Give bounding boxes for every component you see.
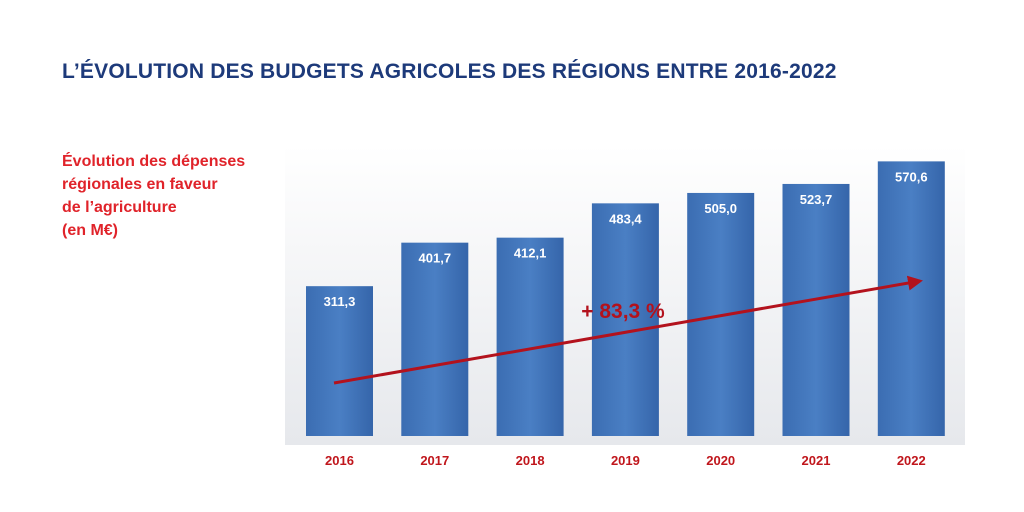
bar-value-label: 505,0	[704, 201, 737, 216]
bar-2016	[306, 286, 373, 436]
chart-caption: Évolution des dépenses régionales en fav…	[62, 150, 292, 242]
bar-2018	[496, 237, 564, 436]
bar-2021	[782, 183, 850, 436]
bar-value-label: 311,3	[324, 294, 356, 309]
bar-2022	[877, 161, 945, 436]
x-tick-label: 2020	[706, 453, 735, 468]
x-tick-label: 2022	[897, 453, 926, 468]
page-title: L’ÉVOLUTION DES BUDGETS AGRICOLES DES RÉ…	[62, 60, 837, 83]
x-tick-label: 2018	[516, 453, 545, 468]
caption-line-3: de l’agriculture	[62, 199, 177, 216]
trend-arrow	[333, 275, 923, 385]
x-tick-label: 2016	[325, 453, 354, 468]
caption-line-4: (en M€)	[62, 222, 118, 239]
bar-value-label: 401,7	[419, 251, 452, 266]
x-tick-label: 2019	[611, 453, 640, 468]
bar-2019	[591, 203, 659, 436]
caption-line-1: Évolution des dépenses	[62, 153, 246, 170]
bar-value-label: 412,1	[514, 246, 547, 261]
bar-value-label: 570,6	[895, 169, 928, 184]
bar-value-label: 523,7	[800, 192, 833, 207]
x-tick-label: 2021	[802, 453, 831, 468]
growth-annotation: + 83,3 %	[581, 300, 665, 323]
bar-value-label: 483,4	[609, 211, 642, 226]
caption-line-2: régionales en faveur	[62, 176, 218, 193]
bar-2017	[401, 242, 469, 436]
x-tick-label: 2017	[420, 453, 449, 468]
